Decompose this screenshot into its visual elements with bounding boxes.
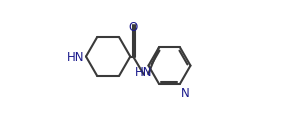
Text: HN: HN bbox=[135, 66, 153, 78]
Text: N: N bbox=[181, 86, 190, 99]
Text: O: O bbox=[128, 21, 138, 34]
Text: HN: HN bbox=[67, 51, 84, 63]
